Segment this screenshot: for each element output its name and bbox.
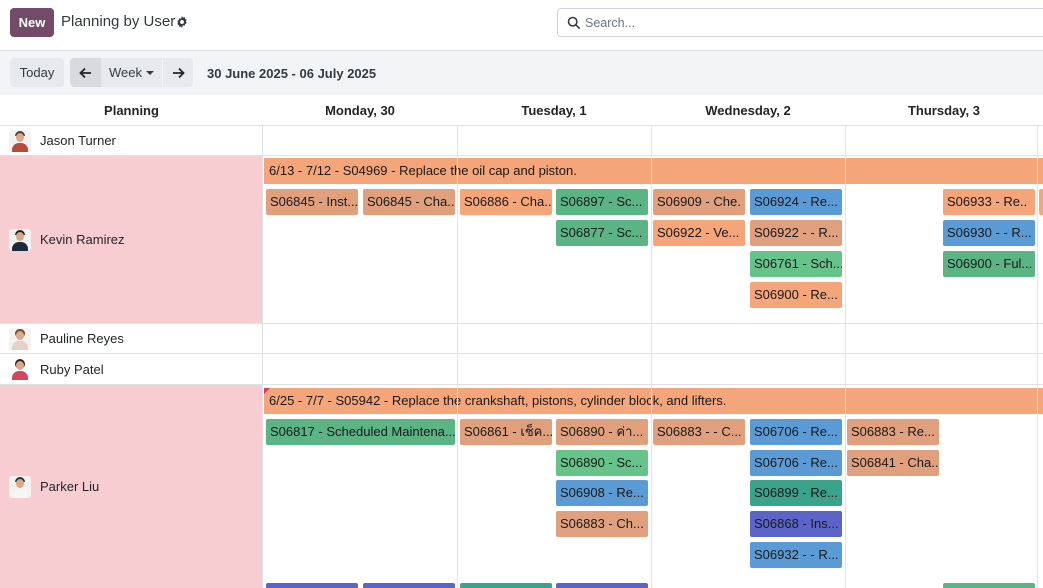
slot-pill[interactable]: S06886 - Cha... <box>460 189 552 215</box>
gear-icon[interactable] <box>176 16 188 28</box>
row-name: Ruby Patel <box>40 361 104 377</box>
slot-pill[interactable] <box>1039 189 1043 215</box>
slot-pill[interactable]: S06900 - Re... <box>750 282 842 308</box>
slot-pill[interactable]: S06817 - Scheduled Maintena... <box>266 419 455 445</box>
row-name: Parker Liu <box>40 479 100 494</box>
row-jason-turner: Jason Turner <box>0 126 1043 156</box>
slot-pill[interactable]: S06883 - - C... <box>653 419 745 445</box>
header-planning: Planning <box>0 95 263 126</box>
slot-pill[interactable]: S06924 - Re... <box>750 189 842 215</box>
header-tuesday: Tuesday, 1 <box>457 95 651 126</box>
date-range: 30 June 2025 - 06 July 2025 <box>207 66 377 81</box>
scale-label: Week <box>109 65 142 80</box>
row-name: Pauline Reyes <box>40 331 124 346</box>
page-title: Planning by User <box>61 13 176 30</box>
conflict-marker <box>264 388 270 394</box>
slot-pill[interactable]: S06841 - Cha.. <box>847 450 939 476</box>
slot-pill[interactable]: S06883 - Ch... <box>556 511 648 537</box>
slot-pill[interactable]: S06922 - - R... <box>750 220 842 246</box>
slot-pill[interactable]: S06706 - Re... <box>750 450 842 476</box>
search-input[interactable] <box>585 14 1025 32</box>
arrow-right-icon <box>172 67 185 78</box>
header-wednesday: Wednesday, 2 <box>651 95 845 126</box>
avatar <box>9 358 31 380</box>
slot-pill[interactable] <box>363 583 455 588</box>
slot-pill[interactable]: S06761 - Sch... <box>750 251 842 277</box>
slot-long[interactable]: 6/25 - 7/7 - S05942 - Replace the cranks… <box>264 388 1043 414</box>
slot-pill[interactable]: S06933 - Re.. <box>943 189 1035 215</box>
slot-pill[interactable]: S06877 - Sc... <box>556 220 648 246</box>
avatar <box>9 475 31 498</box>
slot-pill[interactable]: S06845 - Cha... <box>363 189 455 215</box>
slot-pill[interactable]: S06899 - Re... <box>750 480 842 506</box>
row-label[interactable]: Kevin Ramirez <box>0 156 263 323</box>
column-divider <box>1037 126 1038 588</box>
slot-pill[interactable]: S06897 - Sc... <box>556 189 648 215</box>
header-monday: Monday, 30 <box>263 95 457 126</box>
row-ruby-patel: Ruby Patel <box>0 354 1043 385</box>
caret-down-icon <box>146 70 154 75</box>
search-icon <box>567 16 581 30</box>
gantt-grid: Planning Monday, 30 Tuesday, 1 Wednesday… <box>0 95 1043 588</box>
row-label[interactable]: Ruby Patel <box>0 354 263 384</box>
slot-pill[interactable] <box>556 583 648 588</box>
avatar <box>9 327 31 350</box>
slot-pill[interactable]: S06932 - - R... <box>750 542 842 568</box>
column-divider <box>651 126 652 588</box>
avatar <box>9 228 31 251</box>
header-thursday: Thursday, 3 <box>845 95 1043 126</box>
control-panel: New Planning by User <box>0 0 1043 51</box>
scale-dropdown[interactable]: Week <box>101 58 162 87</box>
row-name: Kevin Ramirez <box>40 232 125 247</box>
next-button[interactable] <box>163 58 193 87</box>
slot-long[interactable]: 6/13 - 7/12 - S04969 - Replace the oil c… <box>264 158 1043 184</box>
row-label[interactable]: Jason Turner <box>0 126 263 155</box>
slot-pill[interactable]: S06908 - Re... <box>556 480 648 506</box>
slot-pill[interactable]: S06922 - Ve... <box>653 220 745 246</box>
row-kevin-ramirez: Kevin Ramirez 6/13 - 7/12 - S04969 - Rep… <box>0 156 1043 324</box>
row-label[interactable]: Pauline Reyes <box>0 324 263 353</box>
row-parker-liu: Parker Liu 6/25 - 7/7 - S05942 - Replace… <box>0 385 1043 588</box>
slot-pill[interactable]: S06890 - ค่า... <box>556 419 648 445</box>
slot-pill[interactable]: S06909 - Che. <box>653 189 745 215</box>
slot-pill[interactable]: S06883 - Re... <box>847 419 939 445</box>
navigation-toolbar: Today Week 30 June 2025 - 06 July 2025 <box>0 51 1043 95</box>
slot-pill[interactable]: S06861 - เช็ค... <box>460 419 552 445</box>
slot-pill[interactable] <box>943 583 1035 588</box>
slot-pill[interactable] <box>266 583 358 588</box>
slot-pill[interactable]: S06930 - - R... <box>943 220 1035 246</box>
previous-button[interactable] <box>70 58 101 87</box>
search-bar[interactable] <box>557 8 1043 37</box>
slot-pill[interactable]: S06890 - Sc... <box>556 450 648 476</box>
avatar <box>9 129 31 152</box>
row-pauline-reyes: Pauline Reyes <box>0 324 1043 354</box>
slot-pill[interactable]: S06845 - Inst... <box>266 189 358 215</box>
row-name: Jason Turner <box>40 133 116 148</box>
new-button[interactable]: New <box>10 8 54 37</box>
slot-pill[interactable]: S06900 - Ful... <box>943 251 1035 277</box>
today-button[interactable]: Today <box>10 58 64 87</box>
column-divider <box>845 126 846 588</box>
slot-pill[interactable]: S06706 - Re... <box>750 419 842 445</box>
row-label[interactable]: Parker Liu <box>0 385 263 588</box>
arrow-left-icon <box>79 67 91 78</box>
slot-pill[interactable]: S06868 - Ins... <box>750 511 842 537</box>
slot-pill[interactable] <box>460 583 552 588</box>
column-divider <box>457 126 458 588</box>
